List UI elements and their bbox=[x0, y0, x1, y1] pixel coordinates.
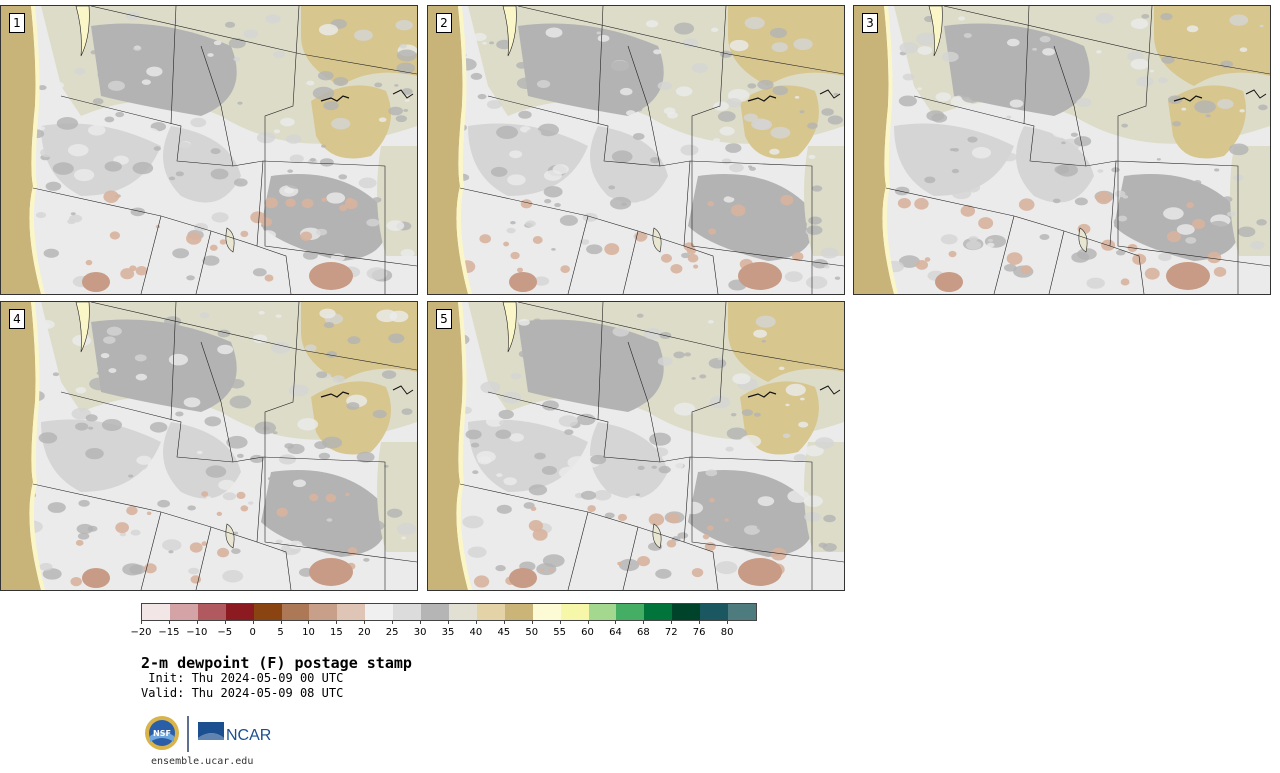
colorbar-tick-label: 15 bbox=[329, 627, 343, 638]
colorbar-tick-mark bbox=[643, 620, 645, 624]
member-label: 5 bbox=[436, 309, 452, 329]
valid-time: Valid: Thu 2024-05-09 08 UTC bbox=[141, 686, 344, 700]
colorbar-tick-mark bbox=[587, 620, 589, 624]
colorbar-swatch bbox=[476, 604, 505, 620]
colorbar-tick-label: 10 bbox=[302, 627, 315, 638]
colorbar-tick-mark bbox=[559, 620, 561, 624]
colorbar-swatch bbox=[560, 604, 589, 620]
colorbar-swatch bbox=[309, 604, 338, 620]
colorbar-swatch bbox=[337, 604, 366, 620]
colorbar-tick-label: 64 bbox=[609, 627, 622, 638]
colorbar-tick-mark bbox=[224, 620, 226, 624]
member-label: 2 bbox=[436, 13, 452, 33]
colorbar-tick-mark bbox=[671, 620, 673, 624]
ensemble-panel: 2 bbox=[427, 5, 845, 295]
colorbar bbox=[141, 603, 757, 621]
colorbar-tick-label: 0 bbox=[249, 627, 256, 638]
ensemble-panel: 1 bbox=[0, 5, 418, 295]
ensemble-panel: 3 bbox=[853, 5, 1271, 295]
colorbar-swatch bbox=[672, 604, 701, 620]
colorbar-tick-mark bbox=[196, 620, 198, 624]
colorbar-swatch bbox=[421, 604, 449, 620]
dewpoint-map bbox=[428, 6, 844, 294]
colorbar-swatch bbox=[728, 604, 756, 620]
colorbar-tick-mark bbox=[336, 620, 338, 624]
svg-text:NCAR: NCAR bbox=[226, 727, 271, 744]
colorbar-swatch bbox=[142, 604, 170, 620]
member-label: 1 bbox=[9, 13, 25, 33]
colorbar-swatch bbox=[700, 604, 729, 620]
colorbar-tick-label: 55 bbox=[553, 627, 566, 638]
colorbar-tick-mark bbox=[531, 620, 533, 624]
colorbar-tick-label: 25 bbox=[385, 627, 399, 638]
dewpoint-map bbox=[1, 302, 417, 590]
colorbar-tick-label: 80 bbox=[720, 627, 734, 638]
colorbar-tick-mark bbox=[448, 620, 449, 624]
colorbar-swatch bbox=[616, 604, 645, 620]
plot-title: 2-m dewpoint (F) postage stamp bbox=[141, 654, 412, 672]
member-label: 4 bbox=[9, 309, 25, 329]
colorbar-swatch bbox=[281, 604, 310, 620]
colorbar-tick-label: 45 bbox=[497, 627, 511, 638]
member-label: 3 bbox=[862, 13, 878, 33]
colorbar-tick-mark bbox=[699, 620, 701, 624]
colorbar-tick-mark bbox=[308, 620, 310, 624]
colorbar-swatch bbox=[504, 604, 533, 620]
dewpoint-map bbox=[854, 6, 1270, 294]
colorbar-swatch bbox=[365, 604, 394, 620]
colorbar-swatch bbox=[588, 604, 617, 620]
colorbar-swatch bbox=[393, 604, 422, 620]
colorbar-tick-mark bbox=[503, 620, 505, 624]
init-time: Init: Thu 2024-05-09 00 UTC bbox=[141, 671, 344, 685]
colorbar-tick-label: 72 bbox=[664, 627, 678, 638]
colorbar-tick-mark bbox=[141, 620, 142, 624]
colorbar-swatch bbox=[253, 604, 282, 620]
ensemble-panel: 4 bbox=[0, 301, 418, 591]
colorbar-tick-mark bbox=[475, 620, 477, 624]
colorbar-tick-label: −5 bbox=[217, 627, 233, 638]
colorbar-tick-label: 76 bbox=[692, 627, 706, 638]
colorbar-tick-label: 35 bbox=[441, 627, 455, 638]
colorbar-tick-label: 30 bbox=[413, 627, 427, 638]
colorbar-tick-mark bbox=[727, 620, 729, 624]
nsf-logo: NSF bbox=[145, 716, 179, 750]
colorbar-tick-label: 5 bbox=[277, 627, 284, 638]
dewpoint-map bbox=[1, 6, 417, 294]
colorbar-tick-label: 40 bbox=[469, 627, 483, 638]
colorbar-tick-label: −10 bbox=[186, 627, 208, 638]
colorbar-tick-mark bbox=[420, 620, 422, 624]
colorbar-tick-label: 50 bbox=[525, 627, 539, 638]
colorbar-tick-mark bbox=[392, 620, 394, 624]
colorbar-tick-mark bbox=[168, 620, 170, 624]
colorbar-tick-label: −20 bbox=[130, 627, 152, 638]
colorbar-tick-label: 20 bbox=[357, 627, 371, 638]
colorbar-tick-mark bbox=[252, 620, 254, 624]
colorbar-swatch bbox=[644, 604, 673, 620]
dewpoint-map bbox=[428, 302, 844, 590]
colorbar-tick-label: 60 bbox=[581, 627, 594, 638]
ensemble-panel: 5 bbox=[427, 301, 845, 591]
colorbar-swatch bbox=[532, 604, 561, 620]
svg-text:NSF: NSF bbox=[153, 729, 171, 738]
colorbar-swatch bbox=[225, 604, 254, 620]
colorbar-tick-mark bbox=[364, 620, 366, 624]
colorbar-tick-mark bbox=[280, 620, 282, 624]
logos: NSF NCAR bbox=[144, 714, 274, 754]
colorbar-swatch bbox=[448, 604, 477, 620]
ncar-logo: NCAR bbox=[198, 722, 271, 744]
colorbar-tick-mark bbox=[615, 620, 617, 624]
website-url: ensemble.ucar.edu bbox=[151, 756, 254, 767]
colorbar-tick-label: 68 bbox=[636, 627, 650, 638]
colorbar-tick-label: −15 bbox=[158, 627, 180, 638]
colorbar-swatch bbox=[169, 604, 198, 620]
colorbar-swatch bbox=[197, 604, 226, 620]
